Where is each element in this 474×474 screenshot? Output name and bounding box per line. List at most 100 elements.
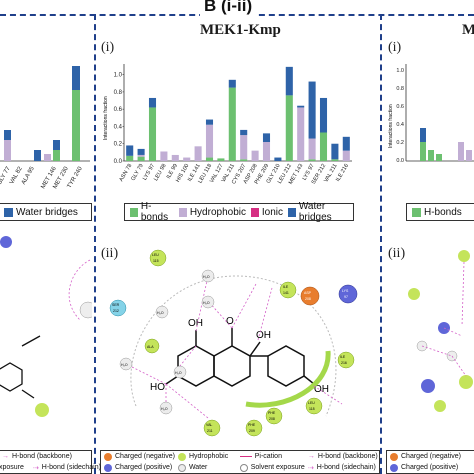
residue-leu-118: LEU 118: [305, 397, 323, 415]
atom-oh-right: OH: [314, 384, 329, 395]
right-sub-ii: (ii): [388, 246, 406, 261]
left-legend-backbone: H-bond (backbone): [12, 453, 72, 460]
bar-water-bridges: [285, 66, 293, 96]
atom-ho: HO: [150, 382, 165, 393]
legend-swatch-water: [287, 207, 296, 217]
legend-charged-positive: Charged (positive): [115, 464, 173, 471]
interaction-diagram: O OH HO OH OH LEU 115 ILE 141 VAL 211 PH…: [109, 249, 358, 437]
legend-ionic: Ionic: [261, 206, 283, 218]
residue-ala: ALA: [144, 338, 160, 354]
legend-solvent-exposure: Solvent exposure: [250, 464, 305, 471]
left-legend-exposure: xposure: [0, 464, 24, 471]
bar-hydrophobic: [194, 146, 202, 161]
bar-h-bonds: [148, 107, 157, 161]
bar-hydrophobic: [308, 138, 316, 160]
bar-water-bridges: [240, 129, 248, 136]
bar-water-bridges: [137, 148, 145, 155]
svg-text:0.2: 0.2: [396, 140, 404, 146]
svg-text:SER: SER: [112, 303, 120, 307]
svg-text:LYS: LYS: [342, 289, 349, 293]
ring-c: [213, 345, 251, 387]
right-legend-hbonds: H-bonds: [424, 206, 462, 218]
right-title: M: [462, 22, 474, 38]
legend-hbond-sidechain: H-bond (sidechain): [316, 464, 376, 471]
ring-a: [177, 345, 215, 387]
bar-hydrophobic: [171, 154, 179, 161]
svg-text:97: 97: [344, 295, 348, 299]
residue-phe-209: PHE 209: [245, 419, 263, 437]
svg-text:115: 115: [153, 259, 159, 263]
bar-h-bonds: [217, 158, 225, 161]
bar-h-bonds: [137, 156, 145, 161]
svg-text:208: 208: [269, 417, 275, 421]
left-legend-sidechain: H-bond (sidechain): [41, 464, 101, 471]
bar-water-bridges: [148, 97, 157, 108]
svg-text:H₂O: H₂O: [175, 371, 182, 375]
right-diagram-fragment: [408, 250, 473, 412]
svg-text:118: 118: [309, 407, 315, 411]
bar-h-bonds: [228, 87, 236, 161]
residue-ser-212: SER 212: [109, 299, 127, 317]
center-bar-chart: Interactions fraction0.00.20.40.60.81.0 …: [103, 64, 352, 186]
separator-left: [94, 14, 96, 474]
svg-text:LEU: LEU: [308, 401, 315, 405]
svg-text:PHE: PHE: [268, 411, 276, 415]
legend-swatch-hydrophobic: [178, 207, 187, 217]
residue-leu-115: LEU 115: [149, 249, 167, 267]
svg-text:ALA: ALA: [147, 345, 154, 349]
y-tick-label: 0.2: [114, 142, 123, 148]
bar-water-bridges: [274, 157, 282, 161]
residue-ile-141: ILE 141: [279, 281, 297, 299]
residue-lys-97: LYS 97: [338, 284, 358, 304]
legend-hbond-backbone: H-bond (backbone): [317, 453, 378, 460]
section-label: B (i-ii): [200, 0, 257, 16]
legend-hydrophobic: Hydrophobic: [189, 206, 246, 218]
atom-o: O: [226, 316, 234, 327]
bar-water-bridges: [308, 81, 316, 139]
right-diagram-legend-fragment: Charged (negative) Charged (positive): [386, 450, 474, 474]
svg-text:VAL: VAL: [206, 423, 212, 427]
legend-water: Water: [188, 464, 208, 471]
bar-hydrophobic: [297, 107, 305, 161]
residue-asp-208: ASP 208: [300, 286, 320, 306]
svg-text:209: 209: [249, 429, 255, 433]
bar-h-bonds: [205, 157, 214, 161]
center-diagram-legend: Charged (negative) Charged (positive) Hy…: [100, 450, 380, 474]
svg-text:H₂O: H₂O: [157, 311, 164, 315]
right-legend-charged-negative: Charged (negative): [401, 453, 461, 460]
bar-hydrophobic: [160, 151, 168, 161]
bar-hydrophobic: [342, 150, 350, 161]
svg-text:H₂O: H₂O: [203, 275, 210, 279]
bar-hydrophobic: [251, 150, 259, 161]
bar-h-bonds: [319, 132, 328, 161]
svg-text:H₂O: H₂O: [121, 363, 128, 367]
legend-hbonds: H-bonds: [140, 201, 169, 223]
y-tick-label: 0.4: [114, 124, 123, 130]
svg-text:ILE: ILE: [340, 355, 346, 359]
bar-water-bridges: [126, 145, 134, 156]
bar-water-bridges: [342, 136, 350, 151]
bar-hydrophobic: [183, 157, 191, 161]
y-tick-label: 1.0: [114, 73, 123, 79]
bar-water-bridges: [331, 143, 339, 160]
center-sub-i: (i): [101, 40, 115, 55]
svg-text:0.6: 0.6: [396, 104, 404, 110]
svg-text:LEU: LEU: [152, 253, 159, 257]
legend-water-bridges: Water bridges: [298, 201, 332, 223]
pocket-outline: [130, 275, 337, 417]
bar-water-bridges: [262, 133, 271, 142]
svg-text:211: 211: [207, 429, 213, 433]
center-sub-ii: (ii): [101, 246, 119, 261]
legend-swatch-ionic: [250, 207, 259, 217]
legend-hydrophobic-res: Hydrophobic: [188, 453, 229, 460]
bar-water-bridges: [228, 79, 236, 88]
right-sub-i: (i): [388, 40, 402, 55]
svg-text:ASP: ASP: [304, 291, 312, 295]
svg-text:PHE: PHE: [248, 423, 256, 427]
left-diagram-fragment: [0, 236, 92, 417]
center-title: MEK1-Kmp: [200, 22, 281, 38]
y-tick-label: 0.8: [114, 90, 123, 96]
right-legend-fragment: H-bonds: [406, 203, 474, 221]
bar-hydrophobic: [137, 154, 145, 157]
svg-text:1.0: 1.0: [396, 68, 404, 74]
